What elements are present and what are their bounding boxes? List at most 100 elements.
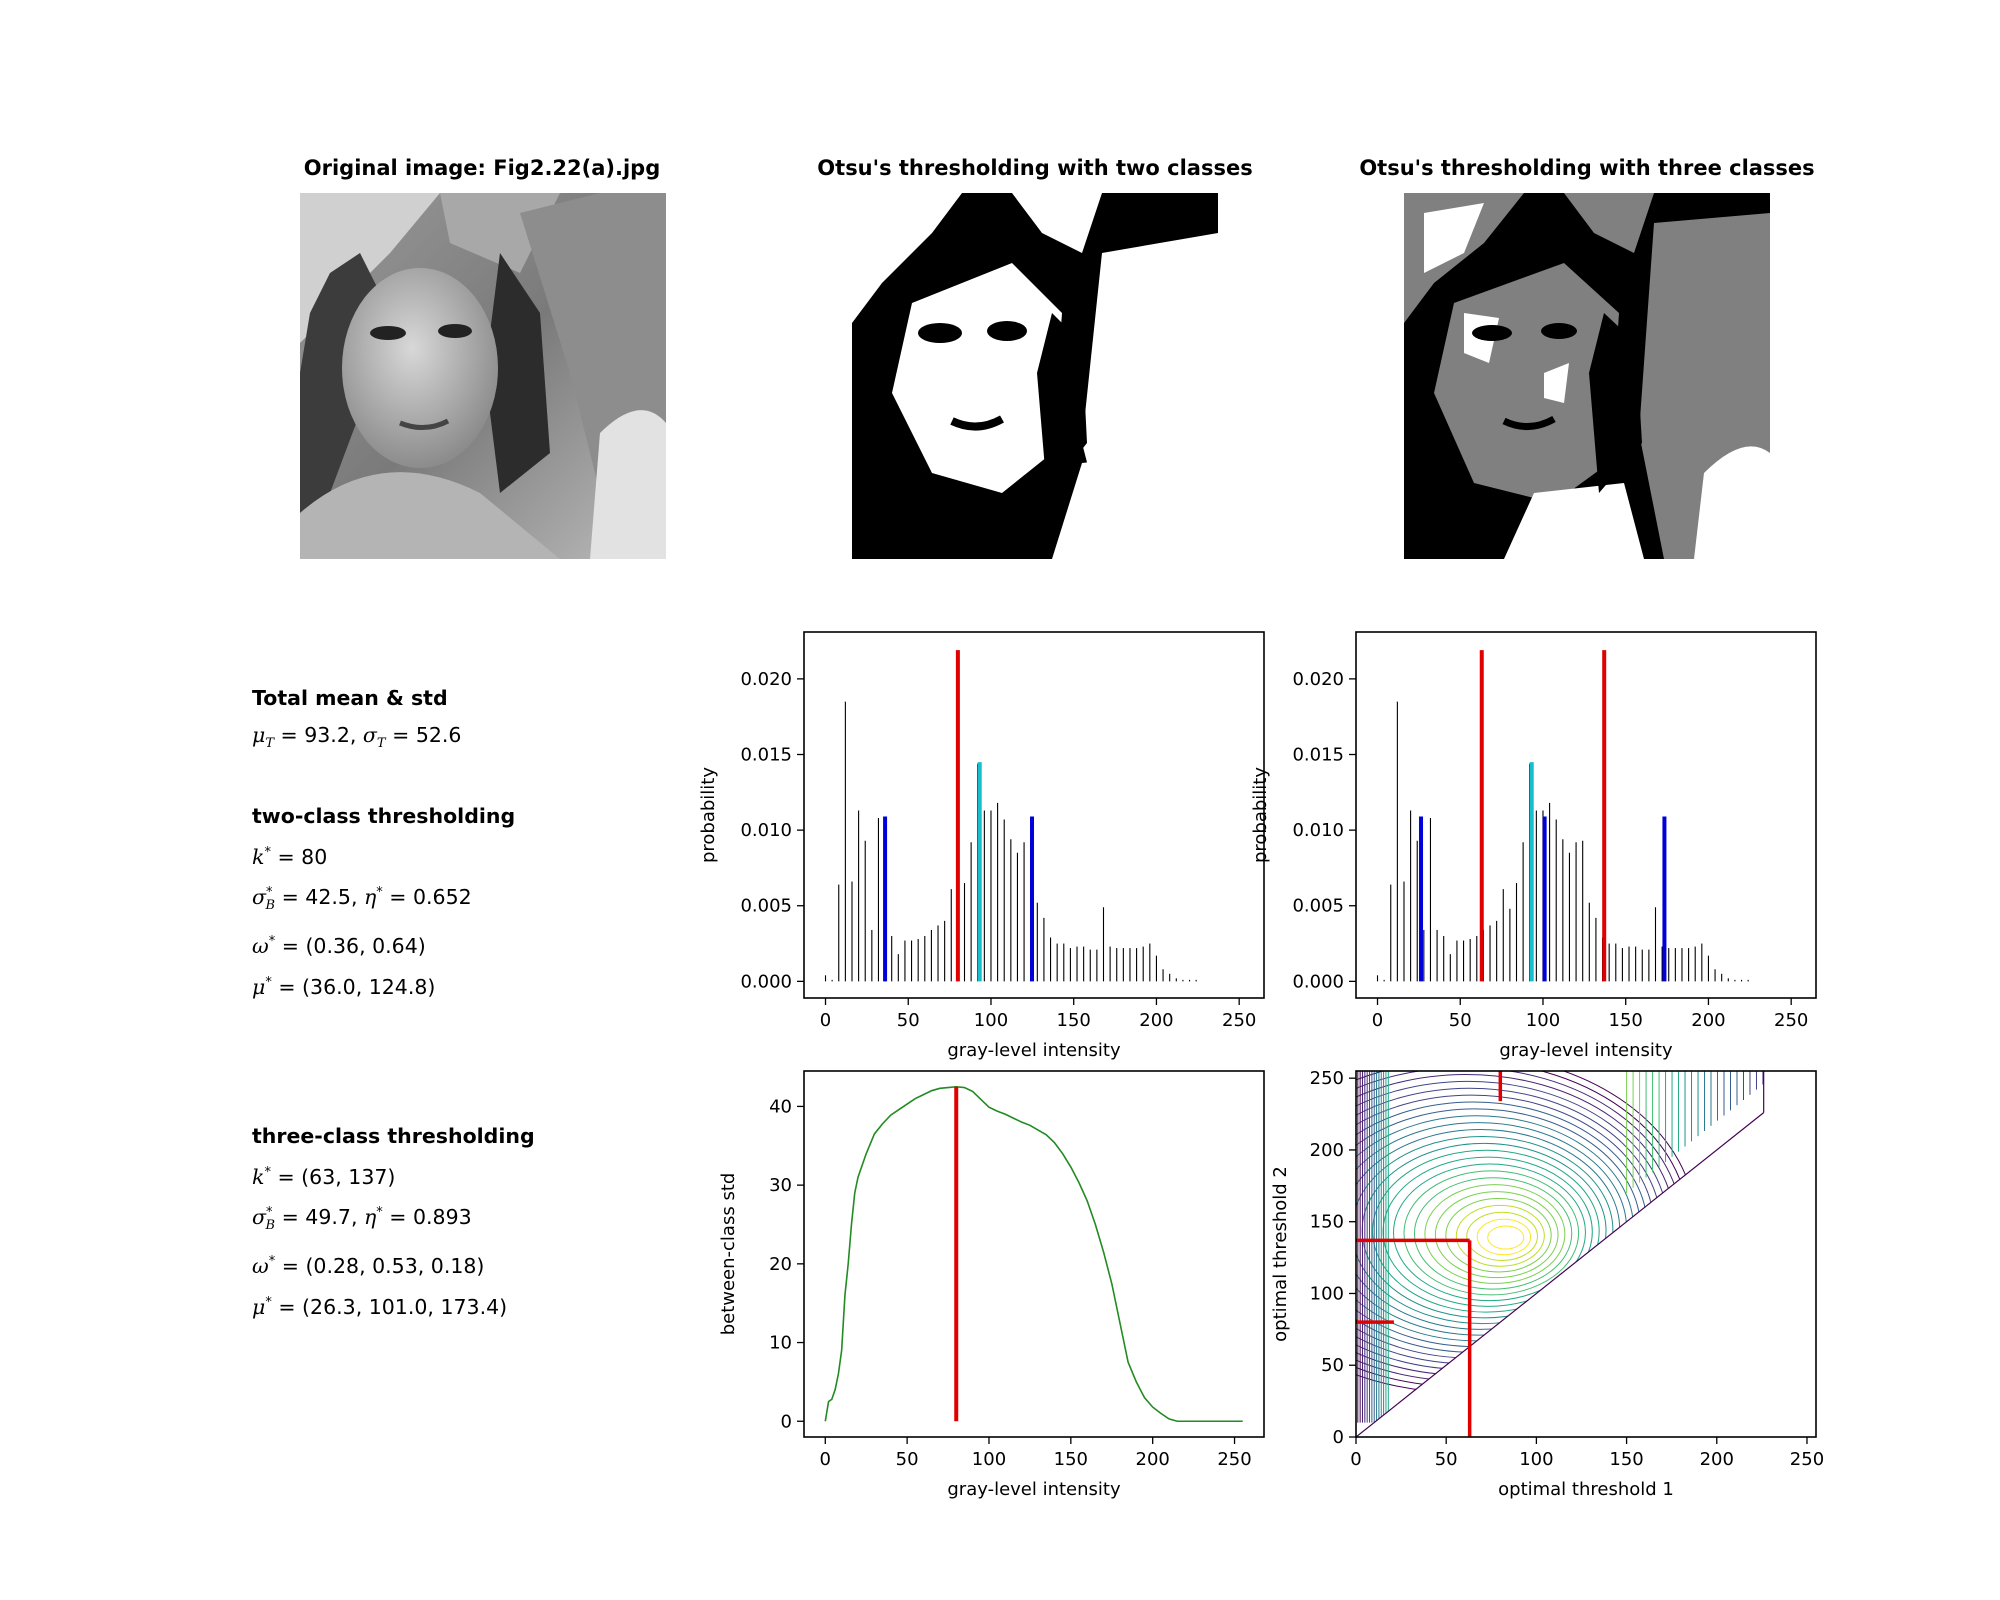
y-tick-label: 30 <box>769 1175 792 1196</box>
x-tick-label: 150 <box>1609 1449 1643 1470</box>
two-class-mu-line: μ* = (36.0, 124.8) <box>252 974 436 999</box>
two-class-omega-value: (0.36, 0.64) <box>305 934 426 959</box>
three-class-k-line: k* = (63, 137) <box>252 1164 396 1189</box>
x-tick-label: 100 <box>1526 1010 1560 1031</box>
x-tick-label: 50 <box>896 1449 919 1470</box>
x-tick-label: 100 <box>974 1010 1008 1031</box>
two-class-mu-value: (36.0, 124.8) <box>302 974 436 999</box>
x-tick-label: 250 <box>1217 1449 1251 1470</box>
contour-lines <box>1356 1071 1816 1437</box>
three-class-k-value: (63, 137) <box>301 1164 396 1189</box>
x-axis-label: gray-level intensity <box>947 1479 1121 1500</box>
y-tick-label: 150 <box>1310 1212 1344 1233</box>
x-tick-label: 200 <box>1700 1449 1734 1470</box>
three-class-heading: three-class thresholding <box>252 1124 535 1148</box>
chart-hist_three: 0 50 100 150 200 250 0.000 0.005 0.010 0.015 0.020… <box>1250 631 1817 1061</box>
y-tick-label: 40 <box>769 1096 792 1117</box>
x-tick-label: 150 <box>1054 1449 1088 1470</box>
three-class-stats-panel: three-class thresholding k* = (63, 137) … <box>252 1118 535 1325</box>
axes-frame <box>803 1070 1265 1438</box>
total-stats-line: μT = 93.2, σT = 52.6 <box>252 722 462 751</box>
y-tick-label: 0.010 <box>740 820 792 841</box>
x-tick-label: 0 <box>820 1449 831 1470</box>
x-tick-label: 150 <box>1609 1010 1643 1031</box>
y-tick-label: 0.015 <box>1292 745 1344 766</box>
three-class-image-title: Otsu's thresholding with three classes <box>1359 156 1815 180</box>
x-tick-label: 0 <box>820 1010 831 1031</box>
y-tick-label: 20 <box>769 1254 792 1275</box>
chart-between_class: 0 50 100 150 200 250 0 10 20 30 40 gray-level inten… <box>718 1070 1265 1500</box>
x-axis-label: optimal threshold 1 <box>1498 1479 1674 1500</box>
y-tick-label: 100 <box>1310 1283 1344 1304</box>
y-tick-label: 0.005 <box>740 896 792 917</box>
chart-contour: 0 50 100 150 200 250 0 50 100 150 200 250 optimal th… <box>1270 1068 1824 1500</box>
total-mean-value: 93.2 <box>304 722 350 747</box>
axes-frame <box>803 631 1265 999</box>
x-tick-label: 50 <box>897 1010 920 1031</box>
axes-frame <box>1355 631 1817 999</box>
contour-line <box>1434 1191 1559 1279</box>
stats-panel: Total mean & std μT = 93.2, σT = 52.6 tw… <box>252 680 515 1005</box>
x-axis-label: gray-level intensity <box>947 1040 1121 1061</box>
x-tick-label: 250 <box>1790 1449 1824 1470</box>
contour-line <box>1466 1211 1538 1261</box>
three-class-mu-value: (26.3, 101.0, 173.4) <box>302 1294 508 1319</box>
y-axis-label: between-class std <box>718 1173 739 1336</box>
y-tick-label: 0 <box>781 1411 792 1432</box>
x-tick-label: 150 <box>1057 1010 1091 1031</box>
x-tick-label: 200 <box>1139 1010 1173 1031</box>
contour-line <box>1413 1177 1573 1290</box>
y-axis-label: probability <box>698 767 719 863</box>
two-class-omega-line: ω* = (0.36, 0.64) <box>252 934 426 959</box>
x-tick-label: 250 <box>1222 1010 1256 1031</box>
y-tick-label: 250 <box>1310 1068 1344 1089</box>
y-tick-label: 0.020 <box>1292 669 1344 690</box>
y-tick-label: 0.000 <box>1292 971 1344 992</box>
three-class-image <box>1404 193 1770 559</box>
y-tick-label: 0 <box>1333 1427 1344 1448</box>
y-tick-label: 0.010 <box>1292 820 1344 841</box>
contour-line <box>1393 1163 1586 1302</box>
two-class-sigma-value: 42.5 <box>305 884 351 909</box>
y-tick-label: 0.000 <box>740 971 792 992</box>
three-class-sigma-line: σ*B = 49.7, η* = 0.893 <box>252 1204 472 1233</box>
x-tick-label: 50 <box>1449 1010 1472 1031</box>
contour-line <box>1403 1170 1580 1296</box>
y-tick-label: 0.005 <box>1292 896 1344 917</box>
contour-line <box>1372 1149 1600 1313</box>
total-std-value: 52.6 <box>415 722 462 747</box>
two-class-image <box>852 193 1218 559</box>
x-tick-label: 200 <box>1136 1449 1170 1470</box>
original-image-title: Original image: Fig2.22(a).jpg <box>303 156 661 180</box>
x-tick-label: 0 <box>1350 1449 1361 1470</box>
x-tick-label: 250 <box>1774 1010 1808 1031</box>
contour-boundary <box>1356 1112 1765 1437</box>
three-class-eta-value: 0.893 <box>413 1204 472 1229</box>
two-class-k-line: k* = 80 <box>252 844 328 869</box>
three-class-omega-line: ω* = (0.28, 0.53, 0.18) <box>252 1254 485 1279</box>
y-tick-label: 10 <box>769 1333 792 1354</box>
two-class-eta-value: 0.652 <box>413 884 472 909</box>
two-class-image-title: Otsu's thresholding with two classes <box>817 156 1253 180</box>
contour-line <box>1382 1156 1593 1307</box>
contour-line <box>1455 1204 1545 1267</box>
y-tick-label: 0.015 <box>740 745 792 766</box>
axes-frame <box>1355 1070 1817 1438</box>
x-tick-label: 100 <box>972 1449 1006 1470</box>
two-class-sigma-line: σ*B = 42.5, η* = 0.652 <box>252 884 472 913</box>
contour-line <box>1445 1197 1552 1273</box>
y-tick-label: 200 <box>1310 1140 1344 1161</box>
y-axis-label: optimal threshold 2 <box>1270 1166 1291 1342</box>
three-class-sigma-value: 49.7 <box>305 1204 351 1229</box>
y-axis-label: probability <box>1250 767 1271 863</box>
y-tick-label: 50 <box>1321 1355 1344 1376</box>
contour-line <box>1487 1225 1525 1250</box>
y-tick-label: 0.020 <box>740 669 792 690</box>
two-class-heading: two-class thresholding <box>252 804 516 829</box>
x-tick-label: 200 <box>1691 1010 1725 1031</box>
three-class-mu-line: μ* = (26.3, 101.0, 173.4) <box>252 1294 508 1319</box>
two-class-k-value: 80 <box>301 844 328 869</box>
contour-line <box>1356 1135 1614 1325</box>
x-axis-label: gray-level intensity <box>1499 1040 1673 1061</box>
